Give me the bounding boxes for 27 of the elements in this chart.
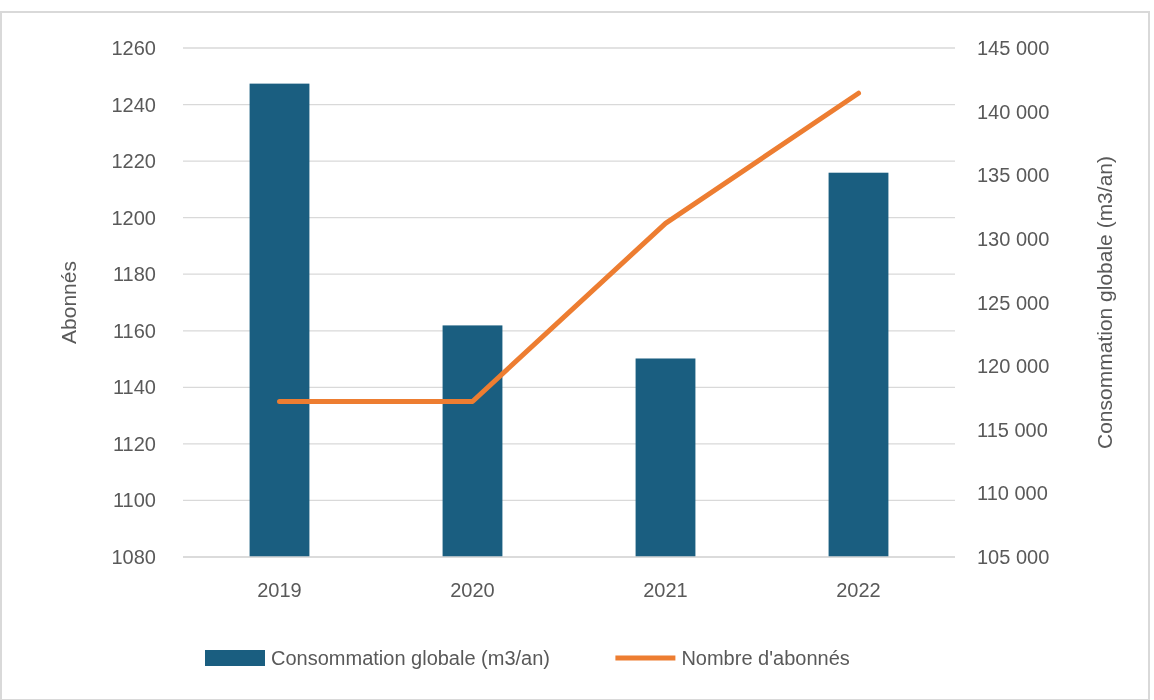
y-tick-label: 1080	[111, 546, 156, 568]
x-tick-label: 2022	[836, 579, 881, 601]
legend-label: Nombre d'abonnés	[681, 647, 850, 669]
y-axis-title: Abonnés	[57, 261, 80, 344]
y2-axis-title: Consommation globale (m3/an)	[1093, 156, 1116, 449]
y2-tick-label: 105 000	[977, 546, 1050, 568]
y-tick-label: 1220	[111, 150, 156, 173]
y-tick-label: 1120	[112, 432, 156, 455]
y-tick-label: 1100	[112, 489, 156, 512]
y2-tick-label: 125 000	[977, 291, 1050, 314]
x-tick-label: 2020	[450, 579, 495, 601]
x-tick-label: 2021	[643, 579, 688, 601]
y-tick-label: 1160	[112, 319, 156, 342]
y2-tick-label: 115 000	[977, 418, 1048, 441]
y-tick-label: 1180	[112, 263, 156, 286]
y2-tick-label: 110 000	[977, 482, 1048, 505]
y2-tick-label: 145 000	[977, 37, 1050, 59]
y-tick-label: 1200	[111, 206, 156, 229]
legend-label: Consommation globale (m3/an)	[271, 647, 551, 669]
y-tick-label: 1240	[111, 93, 156, 116]
y2-tick-label: 130 000	[977, 227, 1050, 250]
y-tick-label: 1140	[112, 376, 156, 399]
y2-tick-label: 140 000	[977, 100, 1050, 123]
y-tick-label: 1260	[111, 37, 156, 59]
x-tick-label: 2019	[257, 579, 302, 601]
y2-tick-label: 135 000	[977, 164, 1050, 187]
y2-tick-label: 120 000	[977, 355, 1050, 378]
